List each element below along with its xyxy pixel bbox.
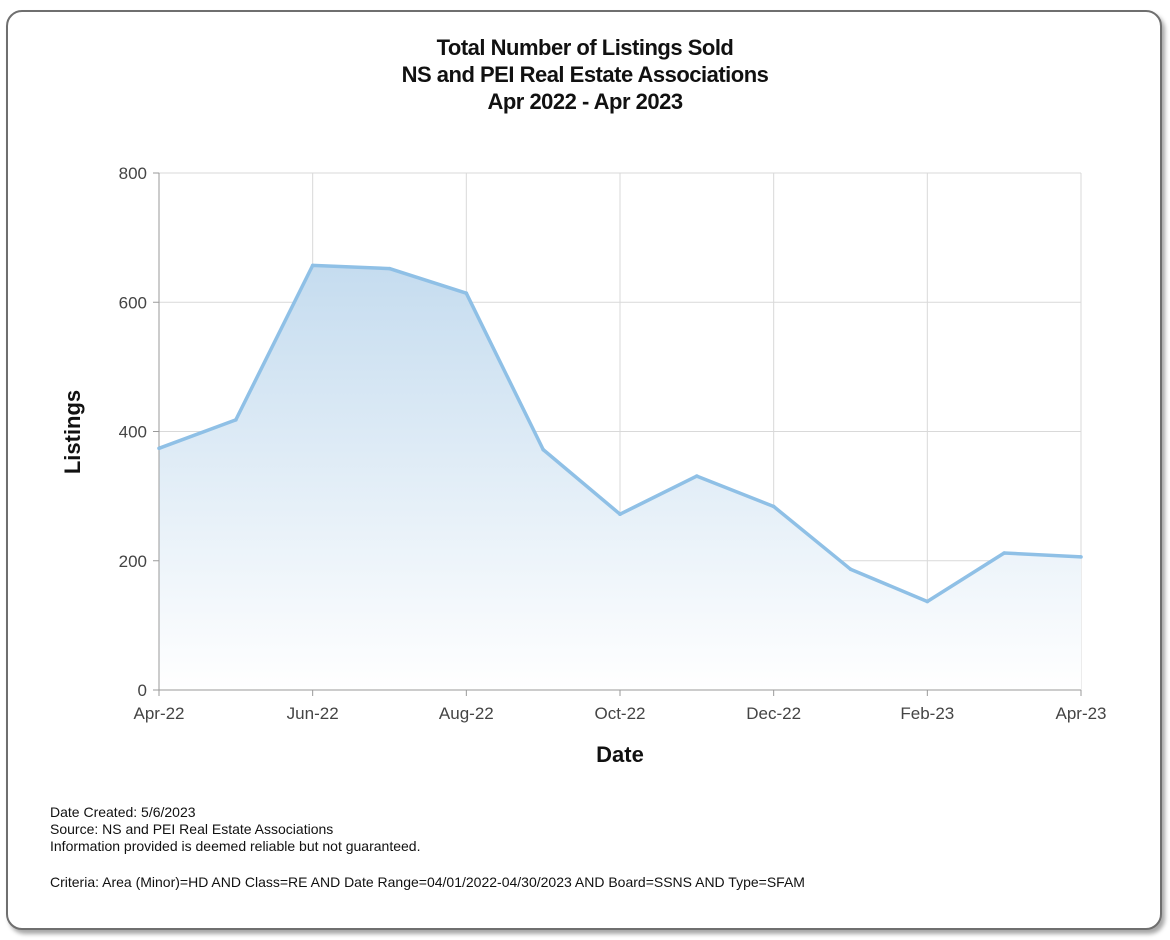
y-tick-label: 800 [119,164,147,183]
x-axis-title: Date [596,742,644,767]
chart-title: Total Number of Listings Sold [436,35,734,60]
y-axis-title: Listings [60,390,85,474]
x-tick-label: Oct-22 [594,704,645,723]
data-point-2023-01 [848,567,853,571]
footer-date-created: Date Created: 5/6/2023 [50,804,196,820]
data-point-2023-02 [925,599,930,604]
x-tick-label: Apr-22 [133,704,184,723]
chart-date-range: Apr 2022 - Apr 2023 [487,89,683,114]
data-points [157,263,1083,604]
footer-criteria: Criteria: Area (Minor)=HD AND Class=RE A… [50,874,805,890]
x-tick-label: Jun-22 [287,704,339,723]
data-point-2022-09 [541,447,545,452]
y-tick-label: 400 [119,423,147,442]
data-point-2023-04 [1079,555,1083,559]
axes [153,172,1082,696]
data-point-2022-12 [771,504,776,509]
data-point-2022-05 [234,418,238,422]
data-point-2022-04 [157,446,161,451]
y-tick-label: 0 [138,681,147,700]
x-tick-label: Feb-23 [900,704,954,723]
chart-subtitle: NS and PEI Real Estate Associations [401,62,769,87]
data-point-2023-03 [1002,551,1006,555]
tick-labels: 0 200 400 600 800 Apr-22 Jun-22 Aug-22 Oct-22 Dec… [119,164,1107,723]
x-tick-label: Apr-23 [1055,704,1106,723]
data-point-2022-06 [310,263,315,268]
data-point-2022-11 [695,474,699,478]
y-tick-label: 200 [119,552,147,571]
x-tick-label: Aug-22 [439,704,494,723]
footer-source: Source: NS and PEI Real Estate Associati… [50,821,334,837]
footer-disclaimer: Information provided is deemed reliable … [50,838,421,854]
data-point-2022-10 [618,512,622,517]
area-fill [159,265,1081,690]
y-tick-label: 600 [119,293,147,312]
data-point-2022-08 [464,291,469,296]
data-point-2022-07 [387,266,392,271]
x-tick-label: Dec-22 [746,704,801,723]
